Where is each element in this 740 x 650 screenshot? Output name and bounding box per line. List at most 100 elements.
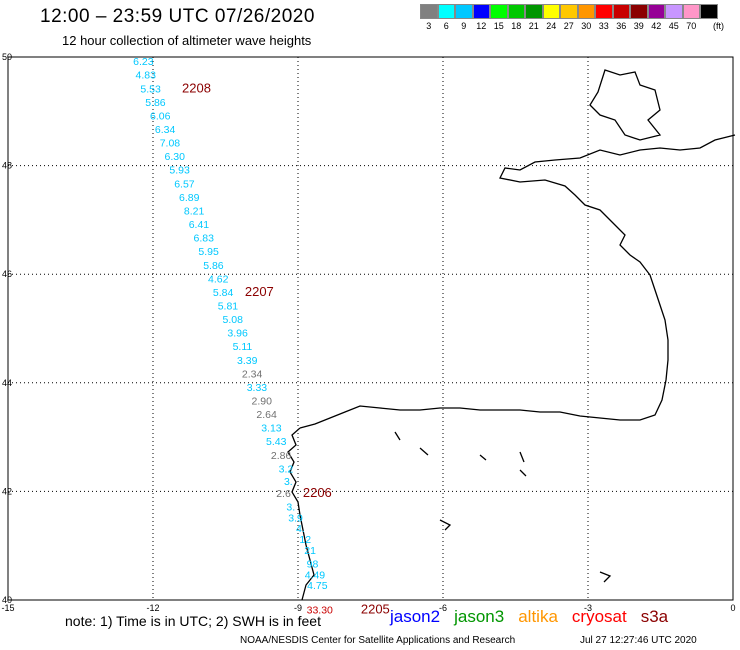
coastline	[287, 69, 736, 601]
colorbar-label: 33	[598, 21, 609, 31]
satellite-legend: jason2 jason3 altika cryosat s3a	[390, 607, 682, 627]
map-frame	[7, 56, 734, 601]
swh-value: 3.9	[288, 512, 303, 524]
swh-value: 4.62	[208, 273, 229, 285]
time-label: 2206	[303, 485, 332, 500]
colorbar-cell	[490, 4, 508, 19]
swh-value: 6.34	[155, 124, 176, 136]
time-labels: 2208 2207 2206 2205	[182, 80, 390, 616]
map-axes: -15 -12 -9 -6 -3 0 50 48 46 44 42 40	[1, 52, 735, 613]
colorbar-label: 24	[546, 21, 557, 31]
colorbar-label: 27	[563, 21, 574, 31]
lon-tick-label: -12	[146, 603, 159, 613]
time-label: 2205	[361, 602, 390, 617]
swh-value: 3.	[284, 476, 293, 488]
lat-tick-label: 50	[2, 52, 12, 62]
swh-value: 3.39	[237, 355, 258, 367]
swh-value: 4.49	[305, 569, 326, 581]
time-label: 2208	[182, 80, 211, 95]
colorbar-labels: 3 6 9 12 15 18 21 24 27 30 33 36 39 42 45 70	[420, 21, 718, 31]
colorbar-label: 9	[461, 21, 467, 31]
colorbar-cell	[542, 4, 560, 19]
swh-value: 5.11	[233, 341, 253, 353]
colorbar-cell	[630, 4, 648, 19]
colorbar-cell	[700, 4, 718, 19]
swh-value: 6.83	[194, 233, 215, 245]
colorbar-label: 15	[493, 21, 504, 31]
colorbar-cell	[560, 4, 578, 19]
swh-value: 12	[299, 534, 311, 546]
swh-value: 5.84	[213, 287, 234, 299]
colorbar-label: 36	[616, 21, 627, 31]
swh-value: 21	[304, 545, 316, 557]
coastline-iberia	[287, 427, 315, 601]
colorbar-unit: (ft)	[713, 21, 724, 31]
colorbar-label: 39	[633, 21, 644, 31]
lon-tick-label: 0	[730, 603, 735, 613]
swh-value: 7.08	[160, 138, 181, 150]
swh-value: 3.33	[247, 382, 268, 394]
page-subtitle: 12 hour collection of altimeter wave hei…	[62, 33, 312, 48]
swh-value: 2.64	[256, 409, 277, 421]
swh-value: 5.86	[145, 97, 166, 109]
lon-tick-label: -9	[294, 603, 302, 613]
timestamp-text: Jul 27 12:27:46 UTC 2020	[580, 635, 697, 646]
swh-value: 2.90	[252, 396, 273, 408]
legend-item-cryosat: cryosat	[571, 607, 627, 626]
swh-value: 33.30	[307, 605, 333, 617]
colorbar-label: 30	[581, 21, 592, 31]
lat-tick-label: 46	[2, 269, 12, 279]
page-title: 12:00 – 23:59 UTC 07/26/2020	[40, 6, 315, 27]
colorbar-label: 70	[686, 21, 697, 31]
swh-value: 5.08	[223, 314, 244, 326]
swh-value: 4.75	[307, 580, 328, 592]
swh-value: 3.96	[227, 328, 248, 340]
swh-value: 4.	[296, 523, 305, 535]
swh-value: 6.57	[174, 178, 195, 190]
legend-item-altika: altika	[518, 607, 558, 626]
colorbar-cell	[595, 4, 613, 19]
swh-value: 5.93	[169, 165, 190, 177]
lat-tick-label: 42	[2, 486, 12, 496]
coastline-france	[299, 134, 736, 429]
colorbar-label: 3	[426, 21, 432, 31]
swh-value: 2.6	[276, 488, 291, 500]
swh-value: 5.95	[198, 246, 219, 258]
map-grid	[8, 57, 733, 600]
colorbar-cell	[472, 4, 490, 19]
colorbar-cell	[682, 4, 700, 19]
colorbar-label: 42	[651, 21, 662, 31]
swh-value: 6.23	[133, 56, 154, 68]
colorbar-cell	[612, 4, 630, 19]
swh-value: 2.34	[242, 368, 263, 380]
colorbar-label: 6	[443, 21, 449, 31]
swh-value: 5.81	[218, 300, 239, 312]
lon-tick-label: -15	[1, 603, 14, 613]
colorbar-label: 21	[528, 21, 539, 31]
swh-value: 5.86	[203, 260, 224, 272]
colorbar-label: 18	[511, 21, 522, 31]
colorbar-cell	[455, 4, 473, 19]
lat-tick-label: 48	[2, 161, 12, 171]
swh-value: 3.	[286, 501, 295, 513]
swh-value: 8.21	[184, 205, 205, 217]
colorbar-cell	[507, 4, 525, 19]
coastline-england	[589, 69, 662, 141]
swh-value: 2.86	[271, 450, 292, 462]
colorbar-label: 45	[668, 21, 679, 31]
colorbar-cell	[577, 4, 595, 19]
colorbar-cell	[665, 4, 683, 19]
swh-value: 5.43	[266, 436, 287, 448]
swh-value: 5.53	[140, 83, 161, 95]
altimeter-track: 6.234.835.535.866.066.347.086.305.936.57…	[133, 56, 333, 616]
swh-value: 98	[307, 558, 319, 570]
lon-tick-label: -6	[439, 603, 447, 613]
lat-tick-label: 40	[2, 595, 12, 605]
colorbar	[420, 4, 718, 19]
colorbar-label: 12	[476, 21, 487, 31]
legend-item-jason3: jason3	[454, 607, 505, 626]
footer-note: note: 1) Time is in UTC; 2) SWH is in fe…	[65, 613, 321, 629]
colorbar-cell	[525, 4, 543, 19]
swh-value: 6.06	[150, 110, 171, 122]
